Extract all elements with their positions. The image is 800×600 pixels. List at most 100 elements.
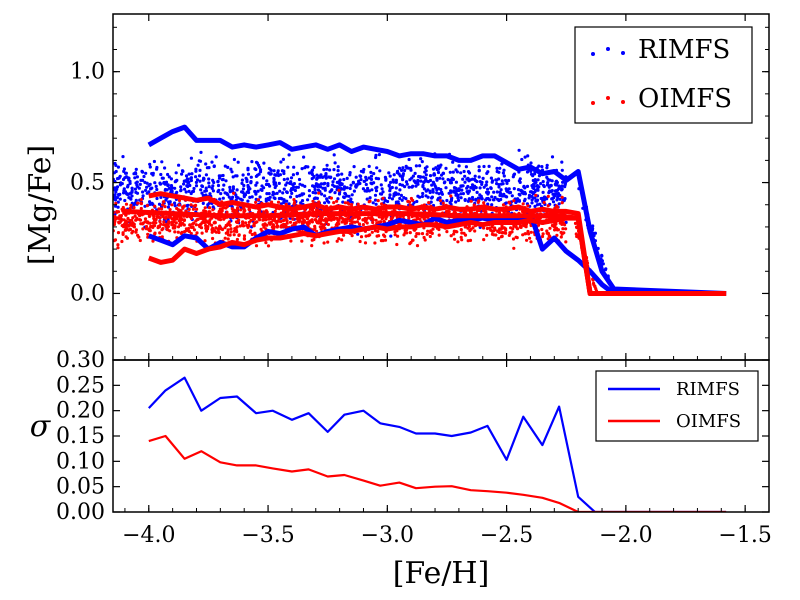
scatter-point-rimfs	[216, 183, 221, 188]
scatter-point-oimfs	[542, 200, 546, 205]
scatter-point-rimfs	[162, 181, 166, 185]
scatter-point-rimfs	[331, 183, 335, 187]
scatter-point-rimfs	[212, 180, 216, 185]
scatter-point-rimfs	[200, 191, 204, 195]
scatter-point-rimfs	[538, 202, 542, 206]
scatter-point-rimfs	[239, 197, 243, 201]
scatter-point-oimfs	[178, 217, 182, 221]
scatter-point-oimfs	[322, 225, 326, 229]
scatter-point-rimfs	[536, 178, 540, 182]
scatter-point-oimfs	[191, 225, 195, 229]
scatter-point-rimfs	[421, 191, 425, 196]
scatter-point-rimfs	[487, 164, 491, 168]
scatter-point-rimfs	[556, 191, 561, 196]
scatter-point-oimfs	[427, 201, 431, 205]
scatter-point-rimfs	[539, 182, 543, 186]
scatter-point-rimfs	[122, 189, 126, 193]
scatter-point-oimfs	[210, 230, 214, 234]
scatter-point-rimfs	[434, 166, 438, 170]
scatter-point-rimfs	[271, 193, 275, 197]
scatter-point-rimfs	[454, 200, 458, 204]
scatter-point-rimfs	[135, 191, 140, 195]
scatter-point-rimfs	[173, 201, 177, 205]
scatter-point-oimfs	[199, 226, 204, 230]
scatter-point-rimfs	[451, 177, 455, 182]
scatter-point-rimfs	[535, 187, 540, 192]
scatter-point-rimfs	[465, 177, 469, 181]
scatter-point-rimfs	[342, 177, 346, 182]
scatter-point-oimfs	[494, 233, 498, 237]
scatter-point-rimfs	[457, 164, 461, 168]
scatter-point-rimfs	[522, 199, 527, 203]
scatter-point-rimfs	[490, 203, 494, 207]
scatter-point-rimfs	[323, 201, 327, 205]
scatter-point-rimfs	[155, 187, 159, 192]
scatter-point-rimfs	[342, 195, 346, 199]
scatter-point-rimfs	[230, 170, 234, 174]
scatter-point-rimfs	[497, 177, 501, 181]
scatter-point-rimfs	[282, 171, 286, 176]
legend-dot	[591, 52, 595, 56]
scatter-point-oimfs	[302, 219, 306, 223]
scatter-point-rimfs	[245, 179, 249, 184]
scatter-point-rimfs	[356, 232, 360, 236]
scatter-point-rimfs	[490, 195, 494, 199]
scatter-point-oimfs	[338, 215, 342, 219]
bottom-y-tick-label: 0.10	[56, 449, 105, 474]
scatter-point-rimfs	[216, 179, 220, 183]
scatter-point-rimfs	[182, 179, 186, 183]
scatter-point-rimfs	[184, 174, 189, 178]
scatter-point-oimfs	[393, 233, 397, 237]
scatter-point-rimfs	[463, 198, 467, 202]
scatter-point-rimfs	[426, 180, 430, 184]
bottom-y-tick-label: 0.25	[56, 373, 105, 398]
scatter-point-rimfs	[129, 191, 133, 195]
scatter-point-rimfs	[298, 182, 302, 186]
scatter-point-rimfs	[321, 186, 325, 190]
scatter-point-oimfs	[431, 227, 435, 231]
scatter-point-oimfs	[481, 209, 485, 213]
scatter-point-rimfs	[384, 178, 388, 182]
scatter-point-rimfs	[535, 199, 539, 203]
scatter-point-oimfs	[527, 232, 531, 236]
scatter-point-rimfs	[523, 155, 527, 159]
scatter-point-rimfs	[319, 173, 323, 177]
scatter-point-rimfs	[205, 166, 209, 170]
scatter-point-oimfs	[364, 234, 368, 238]
scatter-point-oimfs	[348, 218, 352, 222]
top-y-tick-label: 0.0	[70, 281, 105, 306]
scatter-point-rimfs	[184, 190, 188, 194]
scatter-point-rimfs	[530, 198, 534, 202]
scatter-point-rimfs	[246, 166, 250, 170]
scatter-point-oimfs	[225, 224, 229, 228]
scatter-point-oimfs	[168, 208, 172, 212]
scatter-point-oimfs	[189, 231, 193, 236]
scatter-point-oimfs	[417, 232, 421, 236]
scatter-point-rimfs	[368, 196, 372, 200]
scatter-point-oimfs	[489, 228, 493, 232]
scatter-point-oimfs	[371, 220, 375, 225]
scatter-point-oimfs	[134, 230, 138, 234]
scatter-point-rimfs	[336, 173, 340, 177]
scatter-point-oimfs	[226, 233, 231, 237]
scatter-point-oimfs	[564, 227, 568, 231]
scatter-point-rimfs	[302, 155, 306, 159]
scatter-point-rimfs	[169, 177, 173, 181]
scatter-point-oimfs	[261, 223, 265, 227]
scatter-point-oimfs	[226, 237, 230, 241]
scatter-point-oimfs	[114, 201, 118, 205]
scatter-point-oimfs	[310, 220, 314, 224]
legend-label-oimfs: OIMFS	[638, 84, 732, 114]
scatter-point-rimfs	[258, 195, 262, 199]
scatter-point-rimfs	[541, 183, 546, 187]
scatter-point-rimfs	[141, 178, 145, 182]
scatter-point-oimfs	[180, 218, 184, 222]
scatter-point-oimfs	[370, 230, 374, 234]
bottom-y-tick-label: 0.20	[56, 399, 105, 424]
scatter-point-rimfs	[329, 175, 333, 179]
scatter-point-rimfs	[365, 197, 369, 201]
bottom-legend: RIMFS OIMFS	[595, 370, 759, 442]
scatter-point-rimfs	[174, 171, 178, 175]
scatter-point-rimfs	[533, 172, 537, 176]
